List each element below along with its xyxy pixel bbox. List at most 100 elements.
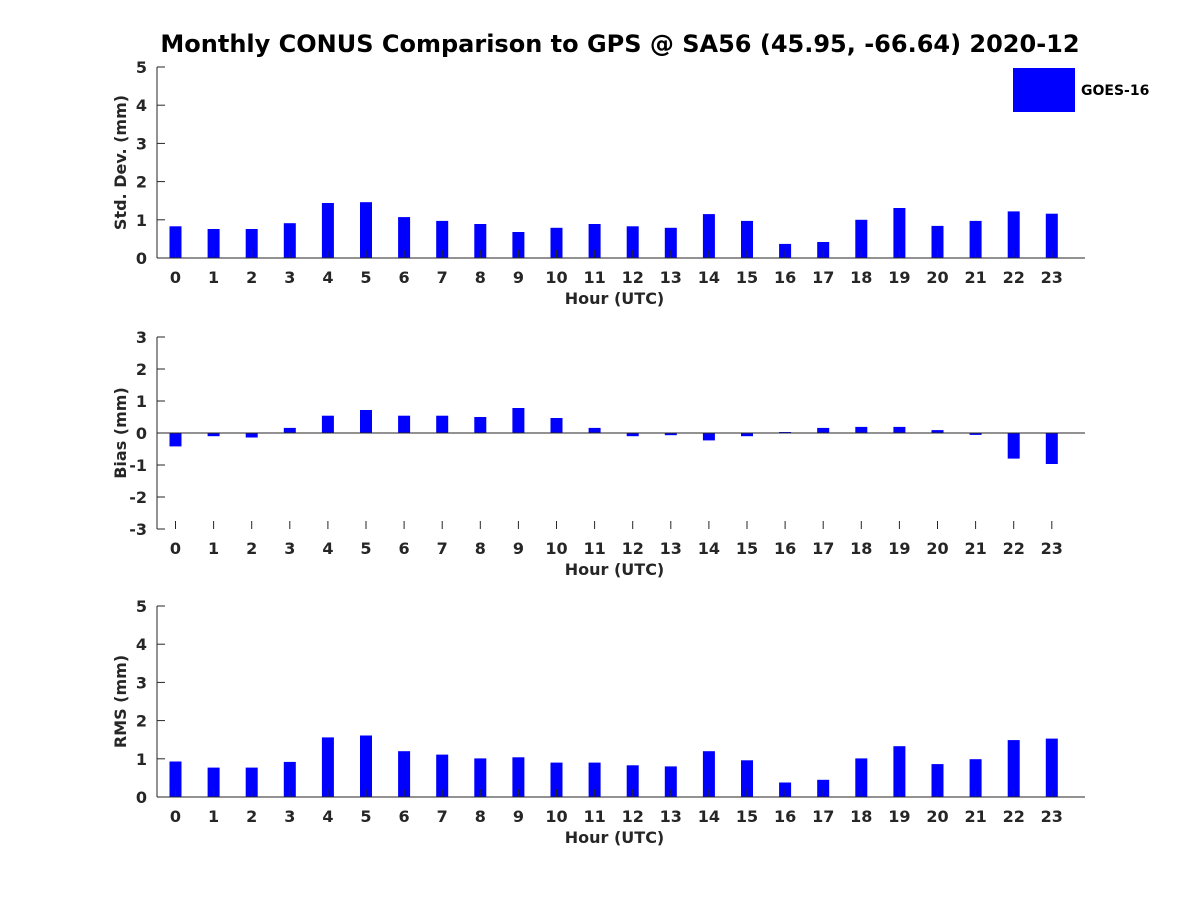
x-tick-label-rms-12: 12	[622, 807, 644, 826]
bar-std-dev-6	[398, 217, 411, 258]
x-tick-label-std-dev-5: 5	[360, 268, 371, 287]
x-tick-label-bias-0: 0	[170, 539, 181, 558]
y-tick-label-bias--2: -2	[129, 488, 147, 507]
bar-rms-14	[702, 751, 715, 797]
x-tick-label-std-dev-10: 10	[545, 268, 567, 287]
bar-rms-20	[931, 764, 944, 797]
bar-std-dev-22	[1007, 211, 1020, 258]
x-tick-label-std-dev-20: 20	[926, 268, 948, 287]
x-tick-label-bias-1: 1	[208, 539, 219, 558]
x-tick-label-std-dev-21: 21	[964, 268, 986, 287]
bar-rms-3	[283, 761, 296, 797]
y-axis-label-std-dev: Std. Dev. (mm)	[111, 95, 130, 230]
x-tick-label-bias-19: 19	[888, 539, 910, 558]
x-tick-label-bias-4: 4	[322, 539, 333, 558]
bar-std-dev-14	[702, 214, 715, 258]
x-tick-label-bias-11: 11	[583, 539, 605, 558]
x-tick-label-bias-18: 18	[850, 539, 872, 558]
bar-bias-12	[626, 433, 639, 437]
bar-bias-1	[207, 433, 220, 437]
bar-bias-10	[550, 418, 563, 433]
bar-rms-2	[245, 767, 258, 797]
bar-rms-0	[169, 761, 182, 797]
bar-std-dev-11	[588, 224, 601, 258]
x-tick-label-rms-17: 17	[812, 807, 834, 826]
bar-rms-12	[626, 765, 639, 797]
bar-std-dev-4	[321, 203, 334, 258]
x-tick-label-rms-11: 11	[583, 807, 605, 826]
y-tick-label-std-dev-0: 0	[136, 249, 147, 268]
bar-rms-17	[817, 779, 830, 797]
x-tick-label-bias-13: 13	[660, 539, 682, 558]
bar-rms-21	[969, 759, 982, 797]
x-tick-label-bias-10: 10	[545, 539, 567, 558]
bar-std-dev-20	[931, 225, 944, 258]
bar-std-dev-18	[855, 219, 868, 258]
bar-std-dev-1	[207, 229, 220, 258]
x-tick-label-bias-21: 21	[964, 539, 986, 558]
legend: GOES-16	[1013, 68, 1149, 112]
bar-rms-5	[360, 735, 372, 797]
x-tick-label-bias-16: 16	[774, 539, 796, 558]
x-tick-label-std-dev-8: 8	[475, 268, 486, 287]
x-tick-label-std-dev-9: 9	[513, 268, 524, 287]
x-tick-label-rms-22: 22	[1003, 807, 1025, 826]
x-tick-label-std-dev-4: 4	[322, 268, 333, 287]
bar-std-dev-2	[245, 229, 258, 258]
x-axis-label-rms: Hour (UTC)	[565, 828, 665, 847]
x-tick-label-rms-19: 19	[888, 807, 910, 826]
x-tick-label-bias-22: 22	[1003, 539, 1025, 558]
bar-std-dev-15	[741, 220, 753, 258]
y-tick-label-bias-0: 0	[136, 424, 147, 443]
bar-rms-8	[474, 758, 487, 797]
x-tick-label-std-dev-13: 13	[660, 268, 682, 287]
y-tick-label-bias--3: -3	[129, 520, 147, 539]
x-tick-label-rms-21: 21	[964, 807, 986, 826]
x-tick-label-std-dev-16: 16	[774, 268, 796, 287]
y-tick-label-rms-0: 0	[136, 788, 147, 807]
bar-bias-19	[893, 426, 906, 433]
x-tick-label-std-dev-18: 18	[850, 268, 872, 287]
x-tick-label-std-dev-2: 2	[246, 268, 257, 287]
bar-rms-18	[855, 758, 868, 797]
x-tick-label-std-dev-14: 14	[698, 268, 720, 287]
x-tick-label-bias-23: 23	[1041, 539, 1063, 558]
bar-rms-1	[207, 767, 220, 797]
x-tick-label-bias-15: 15	[736, 539, 758, 558]
bar-bias-3	[283, 427, 296, 433]
x-tick-label-std-dev-3: 3	[284, 268, 295, 287]
x-tick-label-rms-18: 18	[850, 807, 872, 826]
bar-std-dev-9	[512, 232, 525, 258]
x-tick-label-std-dev-12: 12	[622, 268, 644, 287]
x-tick-label-bias-7: 7	[437, 539, 448, 558]
x-tick-label-std-dev-7: 7	[437, 268, 448, 287]
bar-rms-9	[512, 757, 525, 797]
x-tick-label-bias-12: 12	[622, 539, 644, 558]
x-tick-label-rms-20: 20	[926, 807, 948, 826]
bar-std-dev-5	[360, 202, 372, 258]
bar-std-dev-3	[283, 223, 296, 258]
bar-std-dev-23	[1045, 213, 1058, 258]
x-tick-label-std-dev-6: 6	[399, 268, 410, 287]
bar-bias-9	[512, 408, 525, 433]
x-tick-label-rms-14: 14	[698, 807, 720, 826]
y-tick-label-rms-5: 5	[136, 597, 147, 616]
bar-std-dev-7	[436, 220, 449, 258]
x-tick-label-rms-10: 10	[545, 807, 567, 826]
x-tick-label-rms-23: 23	[1041, 807, 1063, 826]
bar-bias-5	[360, 410, 372, 433]
bar-bias-0	[169, 433, 182, 447]
x-tick-label-bias-6: 6	[399, 539, 410, 558]
legend-label: GOES-16	[1081, 83, 1149, 99]
bar-bias-7	[436, 415, 449, 433]
x-tick-label-bias-14: 14	[698, 539, 720, 558]
x-tick-label-rms-2: 2	[246, 807, 257, 826]
x-tick-label-bias-5: 5	[360, 539, 371, 558]
x-tick-label-std-dev-23: 23	[1041, 268, 1063, 287]
x-tick-label-std-dev-19: 19	[888, 268, 910, 287]
bar-rms-23	[1045, 738, 1058, 797]
x-tick-label-bias-8: 8	[475, 539, 486, 558]
